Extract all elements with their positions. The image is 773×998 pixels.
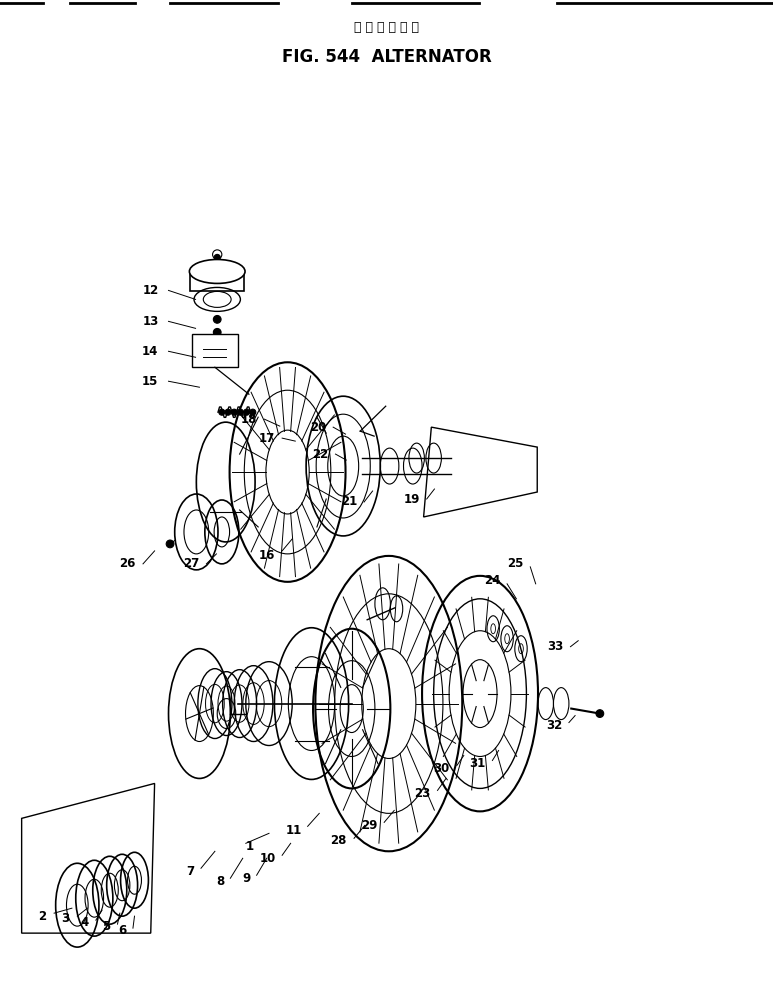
Text: 20: 20 (310, 420, 326, 434)
Text: 33: 33 (547, 640, 564, 654)
Polygon shape (192, 334, 238, 367)
Text: 2: 2 (38, 909, 46, 923)
Text: 28: 28 (330, 833, 346, 847)
Circle shape (213, 315, 221, 323)
Text: 30: 30 (434, 761, 450, 775)
Circle shape (237, 409, 243, 415)
Text: 19: 19 (404, 492, 420, 506)
Text: 5: 5 (102, 919, 111, 933)
Circle shape (166, 540, 174, 548)
Text: 12: 12 (142, 283, 158, 297)
Polygon shape (22, 783, 155, 933)
Text: 16: 16 (259, 549, 275, 563)
Text: 25: 25 (507, 557, 523, 571)
Text: 1: 1 (245, 839, 254, 853)
Text: 9: 9 (242, 871, 250, 885)
Text: 21: 21 (341, 495, 357, 509)
Circle shape (225, 409, 231, 415)
Text: 4: 4 (80, 915, 89, 929)
Polygon shape (190, 271, 244, 291)
Text: 29: 29 (361, 818, 377, 832)
Text: 11: 11 (285, 823, 301, 837)
Circle shape (213, 328, 221, 336)
Text: 23: 23 (414, 786, 431, 800)
Circle shape (250, 409, 256, 415)
Circle shape (213, 341, 221, 349)
Circle shape (213, 250, 222, 259)
Circle shape (231, 409, 237, 415)
Circle shape (214, 254, 220, 260)
Text: 3: 3 (61, 911, 70, 925)
Ellipse shape (189, 259, 245, 283)
Text: 31: 31 (469, 756, 485, 770)
Text: 10: 10 (260, 851, 276, 865)
Text: 15: 15 (142, 374, 158, 388)
Text: オ ル タ ネ ー タ: オ ル タ ネ ー タ (354, 21, 419, 34)
Text: 27: 27 (183, 557, 199, 571)
Circle shape (219, 409, 225, 415)
Text: 8: 8 (216, 874, 224, 888)
Text: 32: 32 (546, 719, 562, 733)
Text: 24: 24 (484, 574, 500, 588)
Text: 13: 13 (142, 314, 158, 328)
Text: 18: 18 (241, 412, 257, 426)
Text: 6: 6 (118, 923, 127, 937)
Text: 14: 14 (142, 344, 158, 358)
Text: 7: 7 (186, 864, 195, 878)
Polygon shape (424, 427, 537, 517)
Text: FIG. 544  ALTERNATOR: FIG. 544 ALTERNATOR (281, 48, 492, 66)
Text: 26: 26 (119, 557, 135, 571)
Text: 22: 22 (312, 447, 329, 461)
Circle shape (596, 710, 604, 718)
Circle shape (243, 409, 250, 415)
Text: 17: 17 (259, 431, 275, 445)
